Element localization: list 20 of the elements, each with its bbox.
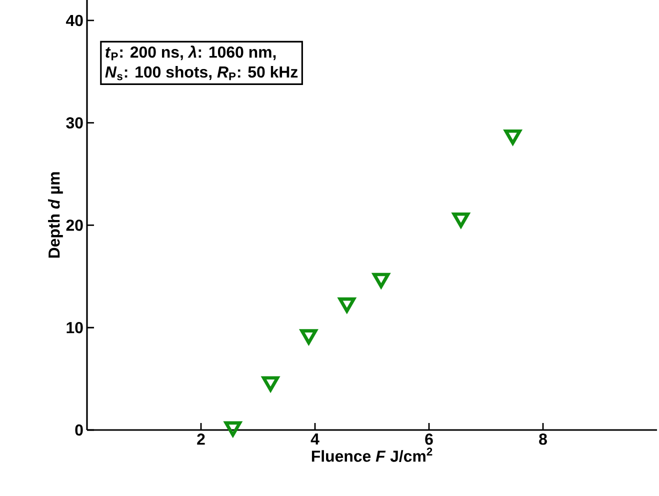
point xyxy=(452,212,470,228)
annotation: t$_{P}$: 200 ns, λ: 1060 nm, xyxy=(106,46,276,60)
point xyxy=(224,421,242,437)
point xyxy=(338,297,356,313)
y-tick-label: 10 xyxy=(66,322,83,334)
y-tick-label: 40 xyxy=(66,14,83,26)
point xyxy=(262,376,280,392)
point xyxy=(372,272,390,288)
annotation: N$_{s}$: 100 shots, R$_{P}$: 50 kHz xyxy=(105,66,298,80)
y-tick-label: 0 xyxy=(75,424,83,436)
x-tick-label: 4 xyxy=(310,434,320,444)
point xyxy=(300,329,318,344)
point xyxy=(504,130,522,145)
y-axis-title: Depth d µm xyxy=(48,172,63,258)
x-tick-label: 2 xyxy=(197,434,205,445)
x-tick-label: 8 xyxy=(539,434,547,445)
y-tick-label: 30 xyxy=(66,117,83,128)
y-tick-label: 20 xyxy=(66,220,83,231)
x-axis-title: Fluence F J/cm$^{2}$ xyxy=(312,448,432,462)
x-tick-label: 6 xyxy=(425,434,433,445)
